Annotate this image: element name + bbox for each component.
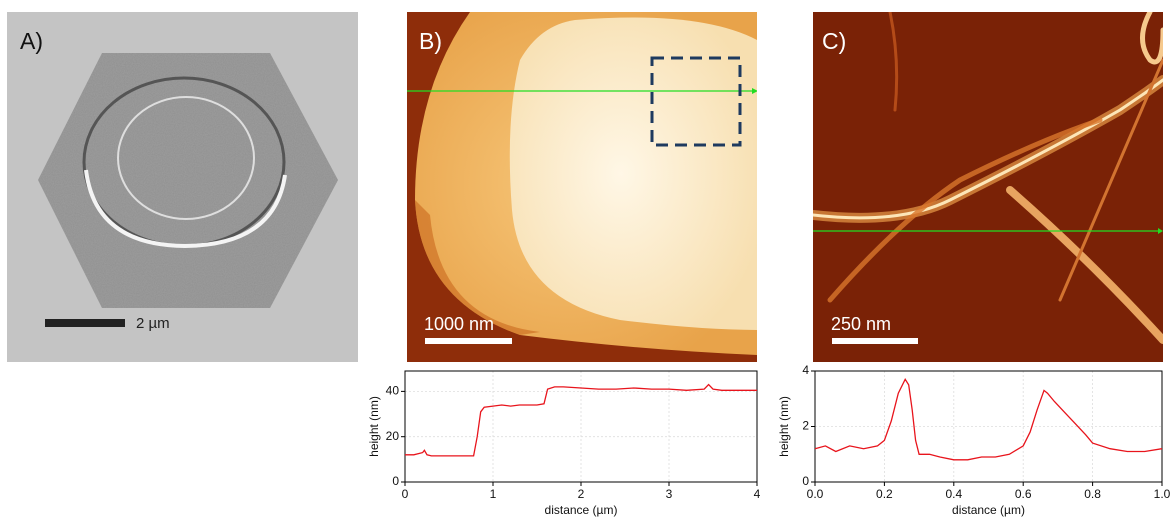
x-tick-label: 4 bbox=[754, 487, 761, 501]
y-tick-label: 20 bbox=[386, 429, 400, 443]
x-tick-label: 3 bbox=[666, 487, 673, 501]
y-tick-label: 2 bbox=[802, 419, 809, 433]
panel-label: B) bbox=[419, 28, 442, 54]
panel-label: C) bbox=[822, 28, 846, 54]
scale-bar-label: 2 µm bbox=[136, 315, 170, 332]
panel-c-image: C) 250 nm bbox=[813, 12, 1163, 362]
scale-bar-label: 1000 nm bbox=[424, 314, 494, 334]
y-axis-label: height (nm) bbox=[777, 396, 791, 457]
x-tick-label: 1.0 bbox=[1154, 487, 1171, 501]
data-line bbox=[815, 379, 1162, 460]
x-tick-label: 1 bbox=[490, 487, 497, 501]
x-axis-label: distance (µm) bbox=[952, 503, 1025, 517]
y-tick-label: 0 bbox=[802, 474, 809, 488]
y-tick-label: 4 bbox=[802, 363, 809, 377]
y-axis-label: height (nm) bbox=[367, 396, 381, 457]
x-tick-label: 0.8 bbox=[1084, 487, 1101, 501]
x-tick-label: 0 bbox=[402, 487, 409, 501]
x-tick-label: 2 bbox=[578, 487, 585, 501]
x-tick-label: 0.0 bbox=[807, 487, 824, 501]
figure: A) 2 µm B) 1000 nm bbox=[0, 0, 1176, 523]
y-tick-label: 40 bbox=[386, 384, 400, 398]
scale-bar-label: 250 nm bbox=[831, 314, 891, 334]
x-tick-label: 0.6 bbox=[1015, 487, 1032, 501]
y-tick-label: 0 bbox=[392, 474, 399, 488]
x-tick-label: 0.2 bbox=[876, 487, 893, 501]
panel-label: A) bbox=[20, 28, 43, 54]
panel-b-image: B) 1000 nm bbox=[407, 12, 758, 362]
panel-a-image: A) 2 µm bbox=[7, 12, 358, 362]
x-tick-label: 0.4 bbox=[945, 487, 962, 501]
x-axis-label: distance (µm) bbox=[545, 503, 618, 517]
